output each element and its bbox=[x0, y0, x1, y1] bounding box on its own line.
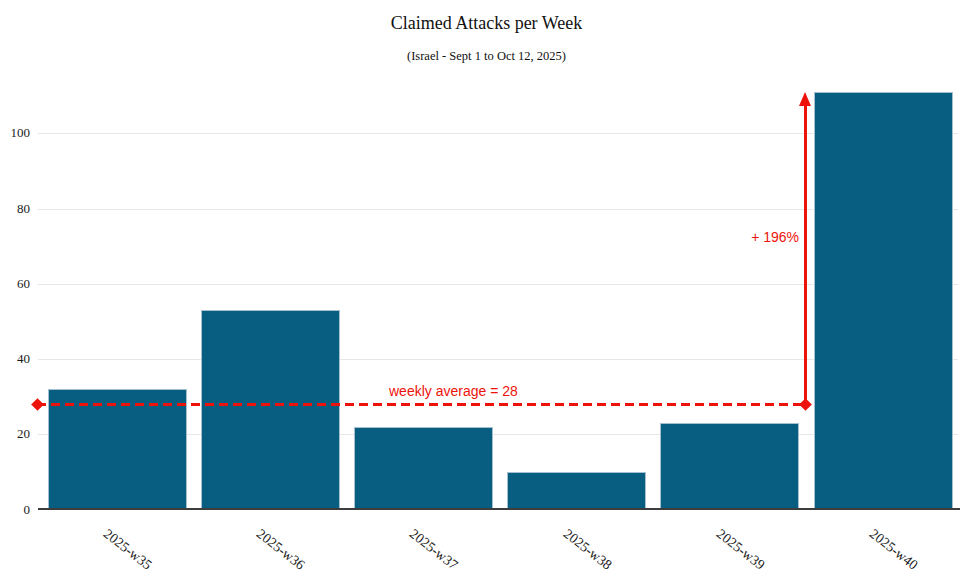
chart-subtitle: (Israel - Sept 1 to Oct 12, 2025) bbox=[0, 49, 973, 64]
average-dashed-line bbox=[37, 403, 806, 406]
average-line-left-marker bbox=[31, 398, 44, 411]
increase-arrow-head bbox=[799, 92, 811, 106]
y-axis-tick-label: 80 bbox=[0, 201, 30, 217]
x-axis-tick-label: 2025-w37 bbox=[407, 526, 462, 574]
y-axis-tick-label: 20 bbox=[0, 426, 30, 442]
y-axis-tick-label: 40 bbox=[0, 351, 30, 367]
x-axis-tick-label: 2025-w39 bbox=[713, 526, 768, 574]
x-axis-line bbox=[38, 508, 960, 510]
bar-2025-w36 bbox=[201, 310, 340, 509]
bar-chart: Claimed Attacks per Week (Israel - Sept … bbox=[0, 0, 973, 583]
increase-arrow-shaft bbox=[804, 104, 807, 404]
increase-percentage-label: + 196% bbox=[699, 229, 799, 245]
x-axis-tick-label: 2025-w36 bbox=[253, 526, 308, 574]
bar-2025-w40 bbox=[814, 92, 953, 510]
average-line-label: weekly average = 28 bbox=[389, 383, 518, 399]
x-axis-tick-label: 2025-w38 bbox=[560, 526, 615, 574]
y-axis-tick-label: 0 bbox=[0, 502, 30, 518]
bar-2025-w37 bbox=[354, 427, 493, 510]
y-axis-tick-label: 100 bbox=[0, 125, 30, 141]
y-axis-tick-label: 60 bbox=[0, 276, 30, 292]
x-axis-tick-label: 2025-w40 bbox=[866, 526, 921, 574]
bar-2025-w38 bbox=[507, 472, 646, 510]
bar-2025-w35 bbox=[48, 389, 187, 509]
bar-2025-w39 bbox=[660, 423, 799, 510]
x-axis-tick-label: 2025-w35 bbox=[100, 526, 155, 574]
chart-title: Claimed Attacks per Week bbox=[0, 13, 973, 34]
